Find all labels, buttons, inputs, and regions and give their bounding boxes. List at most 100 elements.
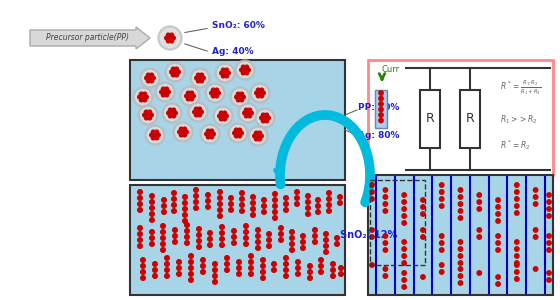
Circle shape <box>262 119 265 123</box>
Circle shape <box>240 209 244 213</box>
Circle shape <box>251 195 255 199</box>
Text: R: R <box>426 112 435 125</box>
Circle shape <box>250 83 270 103</box>
Circle shape <box>496 275 500 279</box>
Circle shape <box>141 270 145 274</box>
Circle shape <box>213 106 233 126</box>
Text: SnO₂: 12%: SnO₂: 12% <box>340 230 397 240</box>
Circle shape <box>379 118 383 123</box>
Circle shape <box>534 235 538 239</box>
Circle shape <box>171 73 175 77</box>
Circle shape <box>296 266 300 270</box>
Circle shape <box>295 202 299 206</box>
Circle shape <box>173 122 193 142</box>
Circle shape <box>496 248 500 252</box>
Circle shape <box>267 244 271 248</box>
Circle shape <box>171 67 175 71</box>
Circle shape <box>245 71 249 75</box>
Circle shape <box>296 260 300 264</box>
Circle shape <box>213 274 217 278</box>
Circle shape <box>370 263 374 267</box>
Circle shape <box>240 203 244 207</box>
Circle shape <box>150 236 155 240</box>
Circle shape <box>402 214 407 218</box>
Circle shape <box>153 274 157 278</box>
Circle shape <box>235 134 238 138</box>
Circle shape <box>150 212 155 216</box>
Circle shape <box>496 219 500 223</box>
Circle shape <box>244 224 248 228</box>
Circle shape <box>185 235 189 239</box>
Circle shape <box>256 134 260 138</box>
Circle shape <box>173 70 177 74</box>
Circle shape <box>169 114 172 118</box>
Circle shape <box>335 242 339 246</box>
Circle shape <box>155 136 158 140</box>
Circle shape <box>261 270 265 274</box>
Circle shape <box>262 113 265 117</box>
Circle shape <box>477 228 482 232</box>
Circle shape <box>547 248 551 252</box>
Circle shape <box>232 235 236 239</box>
Circle shape <box>183 219 187 223</box>
Circle shape <box>165 93 169 97</box>
Circle shape <box>440 234 444 238</box>
Circle shape <box>141 107 156 122</box>
Circle shape <box>194 113 198 117</box>
Circle shape <box>319 258 323 262</box>
Circle shape <box>185 229 189 233</box>
Circle shape <box>225 74 228 78</box>
Circle shape <box>148 110 152 114</box>
Circle shape <box>172 197 176 201</box>
Text: $R^*=R_2$: $R^*=R_2$ <box>500 138 530 152</box>
Circle shape <box>185 241 189 245</box>
Circle shape <box>307 276 312 280</box>
Circle shape <box>238 128 241 132</box>
Circle shape <box>144 95 148 99</box>
Circle shape <box>220 71 223 75</box>
Circle shape <box>150 133 153 137</box>
Circle shape <box>220 243 225 247</box>
Circle shape <box>249 272 253 276</box>
Circle shape <box>458 274 463 278</box>
Circle shape <box>220 117 223 121</box>
Circle shape <box>183 127 186 131</box>
Circle shape <box>335 236 339 240</box>
Circle shape <box>225 262 229 266</box>
Circle shape <box>458 247 463 251</box>
Text: Precursor particle(PP): Precursor particle(PP) <box>46 34 129 43</box>
Circle shape <box>206 205 211 209</box>
Text: SnO₂: 60%: SnO₂: 60% <box>212 22 265 31</box>
Circle shape <box>208 237 212 241</box>
Circle shape <box>383 188 388 192</box>
Text: R: R <box>465 112 474 125</box>
Circle shape <box>138 196 142 200</box>
Circle shape <box>402 207 407 211</box>
Circle shape <box>220 225 225 229</box>
Circle shape <box>193 70 208 86</box>
Circle shape <box>144 116 148 120</box>
Circle shape <box>228 208 234 212</box>
Circle shape <box>165 268 169 272</box>
Circle shape <box>316 204 320 208</box>
Circle shape <box>370 228 374 232</box>
Circle shape <box>186 97 190 101</box>
Circle shape <box>458 209 463 213</box>
Circle shape <box>284 268 288 272</box>
Circle shape <box>547 207 551 211</box>
Circle shape <box>150 73 153 77</box>
Circle shape <box>152 76 155 80</box>
Circle shape <box>218 196 222 200</box>
Circle shape <box>515 254 519 258</box>
Circle shape <box>238 95 242 99</box>
Circle shape <box>250 128 265 143</box>
Circle shape <box>306 194 310 198</box>
Circle shape <box>172 191 176 195</box>
Circle shape <box>223 71 227 75</box>
Circle shape <box>147 128 162 142</box>
Circle shape <box>244 236 248 240</box>
Circle shape <box>256 88 260 92</box>
Circle shape <box>547 193 551 197</box>
Circle shape <box>240 92 244 96</box>
Circle shape <box>139 98 143 102</box>
